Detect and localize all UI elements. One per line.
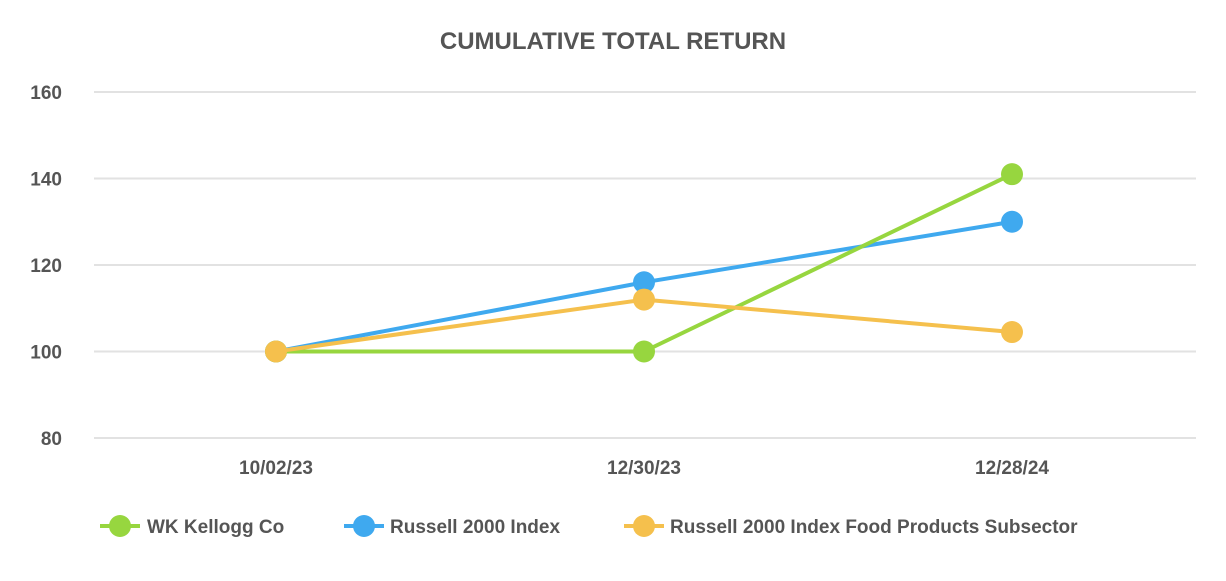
x-axis-ticks: 10/02/23 12/30/23 12/28/24: [239, 458, 1049, 479]
data-point: [1001, 210, 1023, 233]
legend-swatch-marker: [109, 515, 131, 537]
legend-swatch: [624, 515, 664, 537]
data-point: [633, 340, 655, 363]
series-line: [276, 172, 1013, 354]
legend-item-russell-2000: Russell 2000 Index: [344, 515, 560, 538]
gridlines: [94, 91, 1196, 439]
series-1: [265, 210, 1023, 363]
data-point: [1001, 163, 1023, 186]
legend-label: WK Kellogg Co: [147, 517, 284, 538]
legend-label: Russell 2000 Index: [390, 517, 560, 538]
legend-swatch-marker: [353, 515, 375, 537]
data-point: [633, 288, 655, 311]
data-point: [633, 271, 655, 294]
y-axis-ticks: 80 100 120 140 160: [30, 83, 62, 450]
series-2: [265, 288, 1023, 363]
legend-swatch: [344, 515, 384, 537]
y-tick-label: 140: [30, 170, 62, 191]
y-tick-label: 100: [30, 343, 62, 364]
x-tick-label: 10/02/23: [239, 458, 313, 479]
y-tick-label: 80: [41, 429, 62, 450]
legend: WK Kellogg Co Russell 2000 Index Russell…: [100, 515, 1078, 538]
data-point: [1001, 321, 1023, 344]
series-lines: [265, 163, 1023, 363]
x-tick-label: 12/28/24: [975, 458, 1049, 479]
chart-title: CUMULATIVE TOTAL RETURN: [440, 28, 786, 55]
y-tick-label: 120: [30, 256, 62, 277]
y-tick-label: 160: [30, 83, 62, 104]
data-point: [265, 340, 287, 363]
legend-item-russell-2000-food: Russell 2000 Index Food Products Subsect…: [624, 515, 1078, 538]
x-tick-label: 12/30/23: [607, 458, 681, 479]
legend-item-wk-kellogg: WK Kellogg Co: [100, 515, 284, 538]
legend-label: Russell 2000 Index Food Products Subsect…: [670, 517, 1078, 538]
legend-swatch-marker: [633, 515, 655, 537]
legend-swatch: [100, 515, 140, 537]
